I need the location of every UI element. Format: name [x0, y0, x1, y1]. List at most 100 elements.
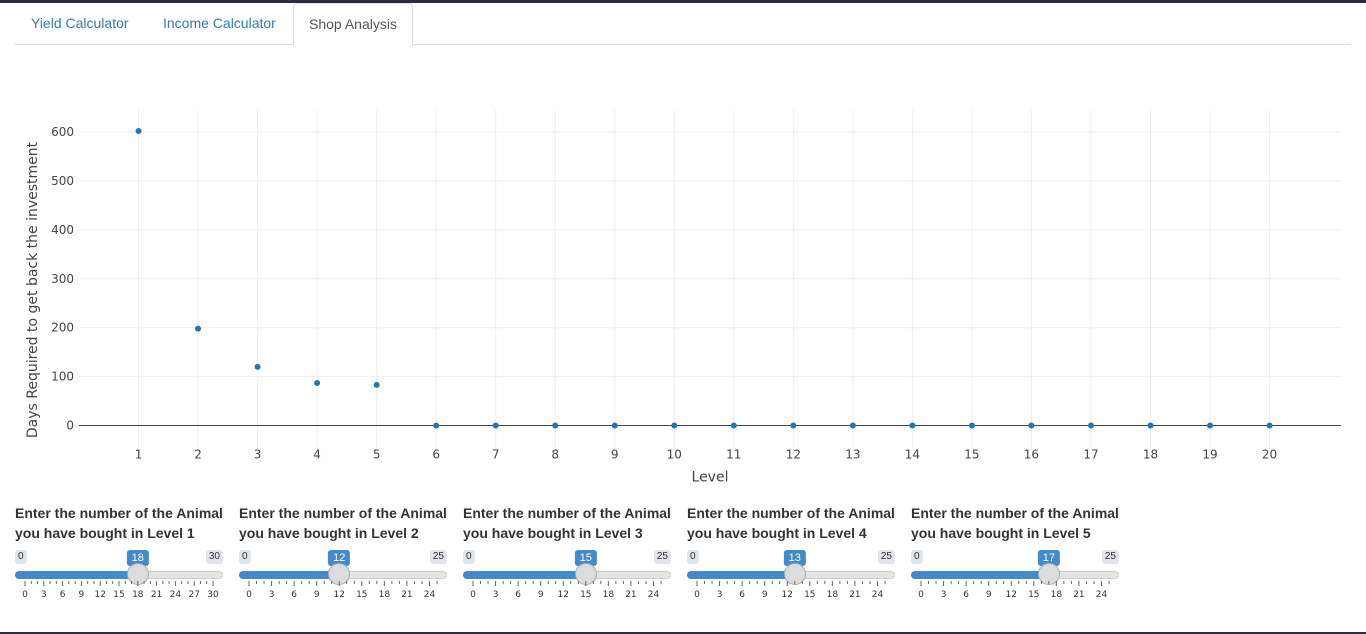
- slider-level-1: Enter the number of the Animal you have …: [15, 503, 225, 607]
- data-point: [373, 381, 380, 388]
- tab-income-calculator[interactable]: Income Calculator: [163, 15, 276, 31]
- x-tick-label: 8: [551, 448, 559, 462]
- x-tick-label: 13: [845, 448, 860, 462]
- slider-level-2: Enter the number of the Animal you have …: [239, 503, 449, 607]
- slider-ticks: 0 3 6 9 12 15 18 21 24 27 30: [22, 581, 219, 600]
- data-point: [433, 422, 440, 429]
- slider-ticks: 0 3 6 9 12 15 18 21 24: [470, 581, 662, 600]
- slider-control[interactable]: 0 25 15 0 3 6 9 12 15 18 21 24: [463, 549, 671, 607]
- x-tick-label: 15: [964, 448, 979, 462]
- x-tick-label: 10: [667, 448, 682, 462]
- slider-tick-label: 15: [1028, 590, 1039, 600]
- slider-tick-label: 18: [603, 590, 615, 600]
- slider-label: Enter the number of the Animal you have …: [911, 505, 1119, 541]
- slider-tick-label: 3: [41, 590, 47, 600]
- slider-tick-label: 9: [314, 590, 320, 600]
- slider-tick-label: 30: [207, 590, 219, 600]
- x-tick-label: 20: [1262, 448, 1277, 462]
- slider-tick-label: 21: [1073, 590, 1084, 600]
- data-point: [611, 422, 618, 429]
- slider-fill: [463, 571, 586, 579]
- data-point: [849, 422, 856, 429]
- slider-fill: [687, 571, 795, 579]
- slider-tick-label: 12: [1006, 590, 1017, 600]
- slider-tick-label: 9: [762, 590, 768, 600]
- slider-max-badge: 25: [429, 550, 447, 564]
- slider-value-badge: 17: [1037, 550, 1060, 566]
- slider-fill: [911, 571, 1049, 579]
- x-tick-label: 14: [905, 448, 920, 462]
- slider-label: Enter the number of the Animal you have …: [239, 505, 447, 541]
- slider-value-badge: 13: [783, 550, 806, 566]
- slider-tick-label: 24: [872, 590, 884, 600]
- slider-level-3: Enter the number of the Animal you have …: [463, 503, 673, 607]
- slider-tick-label: 0: [694, 590, 700, 600]
- y-tick-label: 300: [51, 272, 74, 286]
- slider-tick-label: 6: [291, 590, 297, 600]
- tab-shop-analysis[interactable]: Shop Analysis: [293, 3, 413, 46]
- slider-value-badge: 15: [574, 550, 597, 566]
- x-axis-title: Level: [692, 470, 729, 486]
- x-tick-label: 12: [786, 448, 801, 462]
- slider-tick-label: 3: [717, 590, 723, 600]
- slider-ticks: 0 3 6 9 12 15 18 21 24: [246, 581, 438, 600]
- slider-control[interactable]: 0 25 13 0 3 6 9 12 15 18 21 24: [687, 549, 895, 607]
- x-tick-label: 11: [726, 448, 741, 462]
- slider-max-badge: 30: [205, 550, 223, 564]
- slider-tick-label: 21: [849, 590, 860, 600]
- slider-tick-label: 18: [132, 590, 144, 600]
- slider-tick-label: 21: [625, 590, 636, 600]
- x-tick-label: 17: [1083, 448, 1098, 462]
- data-point: [492, 422, 499, 429]
- x-tick-label: 5: [373, 448, 381, 462]
- slider-control[interactable]: 0 25 12 0 3 6 9 12 15 18 21 24: [239, 549, 447, 607]
- slider-tick-label: 6: [60, 590, 66, 600]
- x-tick-label: 16: [1024, 448, 1039, 462]
- slider-tick-label: 12: [334, 590, 345, 600]
- data-point: [790, 422, 797, 429]
- slider-tick-label: 12: [94, 590, 105, 600]
- slider-fill: [239, 571, 340, 579]
- data-point: [671, 422, 678, 429]
- slider-label: Enter the number of the Animal you have …: [15, 505, 223, 541]
- slider-tick-label: 15: [113, 590, 124, 600]
- slider-min-badge: 0: [15, 550, 27, 564]
- x-tick-label: 6: [432, 448, 440, 462]
- slider-tick-label: 6: [739, 590, 745, 600]
- slider-tick-label: 12: [558, 590, 569, 600]
- data-point: [909, 422, 916, 429]
- slider-control[interactable]: 0 30 18 0 3 6 9 12 15 18 21 24 27 30: [15, 549, 223, 607]
- y-tick-label: 600: [51, 125, 74, 139]
- slider-tick-label: 0: [470, 590, 476, 600]
- slider-handle[interactable]: [783, 563, 806, 585]
- tab-yield-calculator[interactable]: Yield Calculator: [31, 15, 129, 31]
- data-point: [1028, 422, 1035, 429]
- slider-tick-label: 18: [1051, 590, 1063, 600]
- slider-tick-label: 15: [580, 590, 591, 600]
- slider-min-badge: 0: [239, 550, 251, 564]
- slider-tick-label: 6: [963, 590, 969, 600]
- slider-max-badge: 25: [877, 550, 895, 564]
- slider-tick-label: 21: [151, 590, 162, 600]
- slider-control[interactable]: 0 25 17 0 3 6 9 12 15 18 21 24: [911, 549, 1119, 607]
- slider-label: Enter the number of the Animal you have …: [687, 505, 895, 541]
- bottom-border: [0, 632, 1366, 634]
- x-tick-label: 19: [1202, 448, 1217, 462]
- slider-tick-label: 12: [782, 590, 793, 600]
- slider-max-badge: 25: [653, 550, 671, 564]
- slider-value-badge: 12: [328, 550, 351, 566]
- x-tick-label: 2: [194, 448, 202, 462]
- slider-handle[interactable]: [1037, 563, 1060, 585]
- slider-tick-label: 6: [515, 590, 521, 600]
- slider-min-badge: 0: [911, 550, 923, 564]
- slider-tick-label: 21: [401, 590, 412, 600]
- data-point: [254, 363, 261, 370]
- data-point: [1207, 422, 1214, 429]
- slider-min-badge: 0: [463, 550, 475, 564]
- y-tick-label: 0: [66, 419, 74, 433]
- data-point: [314, 379, 321, 386]
- data-point: [552, 422, 559, 429]
- slider-tick-label: 3: [941, 590, 947, 600]
- data-point: [195, 325, 202, 332]
